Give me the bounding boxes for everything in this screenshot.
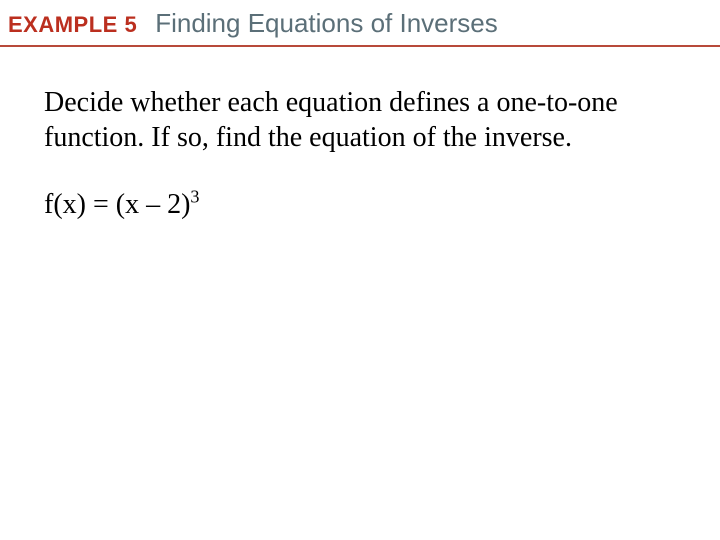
example-header: EXAMPLE 5 Finding Equations of Inverses [0,0,720,47]
slide-body: Decide whether each equation defines a o… [0,47,720,221]
equation-line: f(x) = (x – 2)3 [44,189,668,221]
slide-page: EXAMPLE 5 Finding Equations of Inverses … [0,0,720,540]
example-number-label: EXAMPLE 5 [8,12,137,38]
equation-exponent: 3 [190,187,199,207]
example-title: Finding Equations of Inverses [155,8,498,39]
equation-base: f(x) = (x – 2) [44,189,190,220]
problem-statement: Decide whether each equation defines a o… [44,85,668,155]
